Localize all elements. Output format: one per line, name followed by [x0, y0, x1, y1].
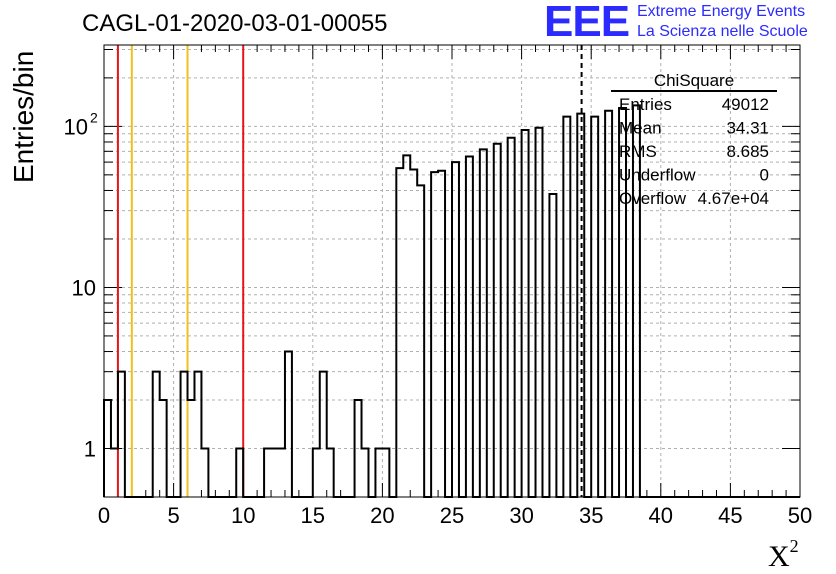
logo-line-1: Extreme Energy Events — [637, 3, 806, 20]
axes-frame — [103, 44, 801, 498]
stats-row-label: Underflow — [619, 166, 696, 185]
x-tick-label: 20 — [370, 503, 394, 528]
x-tick-label: 40 — [649, 503, 673, 528]
histogram-bin — [153, 372, 160, 497]
histogram-bin — [605, 111, 612, 497]
histogram-bin — [278, 449, 285, 497]
stats-box: ChiSquare Entries 49012 Mean 34.31 RMS 8.685 Un… — [611, 71, 777, 208]
minor-ticks — [103, 45, 801, 497]
histogram-bin — [313, 449, 320, 497]
histogram-bin — [563, 117, 570, 497]
histogram-bin — [382, 449, 389, 497]
reference-lines — [116, 45, 583, 497]
x-tick-label: 25 — [440, 503, 464, 528]
x-tick-labels: 0 5 10 15 20 25 30 35 40 45 50 — [98, 503, 812, 528]
stats-row-value: 34.31 — [726, 119, 769, 138]
stats-row-value: 0 — [760, 166, 769, 185]
histogram-bin — [466, 157, 473, 497]
y-tick-label: 10 — [72, 275, 96, 300]
histogram-bin — [111, 449, 118, 497]
y-tick-label: 1 — [84, 437, 96, 462]
logo-line-2: La Scienza nelle Scuole — [637, 23, 808, 40]
stats-row-label: RMS — [619, 142, 657, 161]
histogram-bin — [181, 372, 188, 497]
x-tick-label: 30 — [509, 503, 533, 528]
y-tick-label: 10 — [64, 114, 88, 139]
stats-row-label: Entries — [619, 95, 672, 114]
histogram-bin — [508, 138, 515, 497]
chart-title: CAGL-01-2020-03-01-00055 — [82, 10, 388, 37]
histogram-bin — [236, 449, 243, 497]
histogram-bin — [201, 449, 208, 497]
eee-logo: EEE — [544, 0, 630, 46]
x-axis-label-base: X — [768, 540, 790, 573]
y-axis-label: Entries/bin — [8, 50, 39, 183]
histogram-bin — [403, 155, 410, 497]
stats-row-value: 4.67e+04 — [698, 189, 769, 208]
x-tick-label: 35 — [579, 503, 603, 528]
histogram-bin — [452, 162, 459, 497]
stats-row-value: 8.685 — [726, 142, 769, 161]
histogram-bin — [549, 194, 556, 497]
histogram-bin — [320, 372, 327, 497]
x-tick-label: 0 — [98, 503, 110, 528]
x-tick-label: 10 — [231, 503, 255, 528]
histogram-bin — [118, 372, 125, 497]
histogram-bin — [396, 168, 403, 497]
x-axis-label-sup: 2 — [789, 536, 799, 556]
histogram-bin — [375, 449, 382, 497]
stats-row-label: Mean — [619, 119, 662, 138]
y-tick-label-sup: 2 — [90, 109, 98, 125]
histogram-bin — [522, 130, 529, 497]
x-tick-label: 45 — [718, 503, 742, 528]
histogram-outline — [103, 104, 800, 498]
histogram-bin — [591, 117, 598, 497]
x-tick-label: 50 — [788, 503, 812, 528]
stats-title: ChiSquare — [654, 71, 734, 90]
histogram-bin — [194, 372, 201, 497]
histogram-bin — [327, 449, 334, 497]
histogram-bin — [633, 105, 640, 497]
histogram-bin — [285, 352, 292, 497]
histogram-bin — [362, 449, 369, 497]
histogram-bin — [410, 169, 417, 497]
x-tick-label: 15 — [301, 503, 325, 528]
stats-row-label: Overflow — [619, 189, 687, 208]
histogram-bin — [271, 449, 278, 497]
x-tick-label: 5 — [167, 503, 179, 528]
histogram-bars — [103, 104, 800, 498]
x-axis-label: X2 — [768, 536, 799, 574]
histogram-bin — [264, 449, 271, 497]
histogram-bin — [494, 144, 501, 497]
histogram-bin — [417, 185, 424, 497]
stats-row-value: 49012 — [722, 95, 769, 114]
